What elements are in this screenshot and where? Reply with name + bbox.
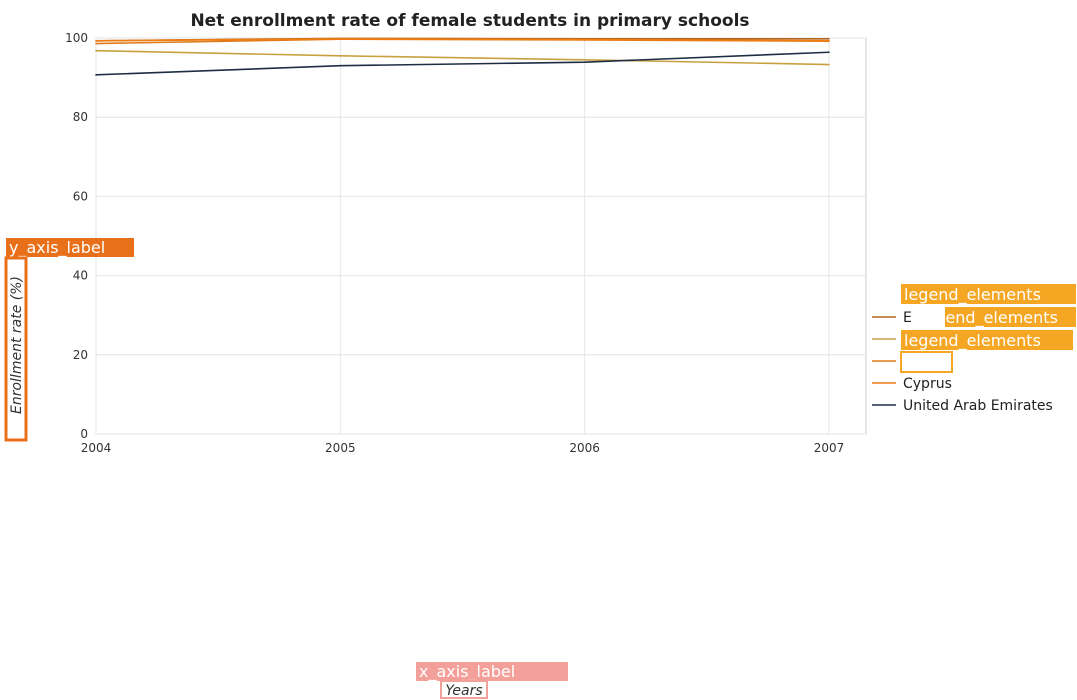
x-tick-label: 2006 <box>569 441 600 455</box>
data-point <box>583 38 586 41</box>
data-point <box>95 39 97 42</box>
plot-area <box>95 37 867 435</box>
data-point <box>828 39 830 42</box>
data-point <box>828 51 830 54</box>
legend-label: Cyprus <box>903 376 952 392</box>
y-tick-label: 20 <box>73 348 88 362</box>
legend-tag-box-2 <box>945 307 1076 327</box>
data-point <box>828 63 830 66</box>
y-axis-label-group: y_axis_label Enrollment rate (%) <box>4 238 134 442</box>
x-axis-tag-box <box>416 662 568 681</box>
legend-tag-box-3 <box>901 330 1073 350</box>
x-axis-title-box <box>440 680 488 699</box>
x-tick-label: 2004 <box>81 441 112 455</box>
data-point <box>339 64 342 67</box>
y-axis-tag: y_axis_label <box>9 238 105 258</box>
data-point <box>583 61 586 63</box>
legend-tag-1: legend_elements <box>904 285 1041 305</box>
data-point <box>339 37 342 40</box>
y-tick-label: 40 <box>73 269 88 283</box>
x-axis-tag: x_axis_label <box>419 662 515 682</box>
y-axis-title-box <box>4 256 28 442</box>
series-layer <box>95 37 830 76</box>
data-point <box>95 74 97 76</box>
data-point <box>339 55 342 57</box>
data-point <box>828 37 830 40</box>
y-tick-label: 100 <box>65 31 88 45</box>
legend-tag-2: legend_elements <box>921 308 1058 328</box>
series-line <box>95 37 830 42</box>
legend-tag-3: legend_elements <box>904 331 1041 351</box>
y-ticks: 0 20 40 60 80 100 <box>65 31 88 441</box>
legend-tag-box-1 <box>901 284 1076 304</box>
x-tick-label: 2005 <box>325 441 356 455</box>
legend: E Cyprus United Arab Emirates <box>872 310 1053 414</box>
y-tick-label: 80 <box>73 110 88 124</box>
legend-tag-box-4 <box>900 351 953 373</box>
y-axis-tag-box <box>6 238 134 257</box>
y-tick-label: 0 <box>80 427 88 441</box>
x-axis-label-group: x_axis_label Years <box>416 662 568 699</box>
legend-label: E <box>903 310 912 326</box>
y-tick-label: 60 <box>73 189 88 203</box>
x-ticks: 2004 2005 2006 2007 <box>81 441 845 455</box>
x-axis-title: Years <box>445 683 482 699</box>
data-point <box>95 49 97 52</box>
data-point <box>583 58 586 61</box>
legend-tags: legend_elements legend_elements legend_e… <box>900 284 1076 373</box>
x-tick-label: 2007 <box>814 441 845 455</box>
series-line <box>95 49 830 66</box>
series-line <box>95 51 830 76</box>
data-point <box>95 42 97 45</box>
legend-label: United Arab Emirates <box>903 398 1053 414</box>
chart-title: Net enrollment rate of female students i… <box>190 11 749 31</box>
y-axis-title: Enrollment rate (%) <box>9 276 25 414</box>
